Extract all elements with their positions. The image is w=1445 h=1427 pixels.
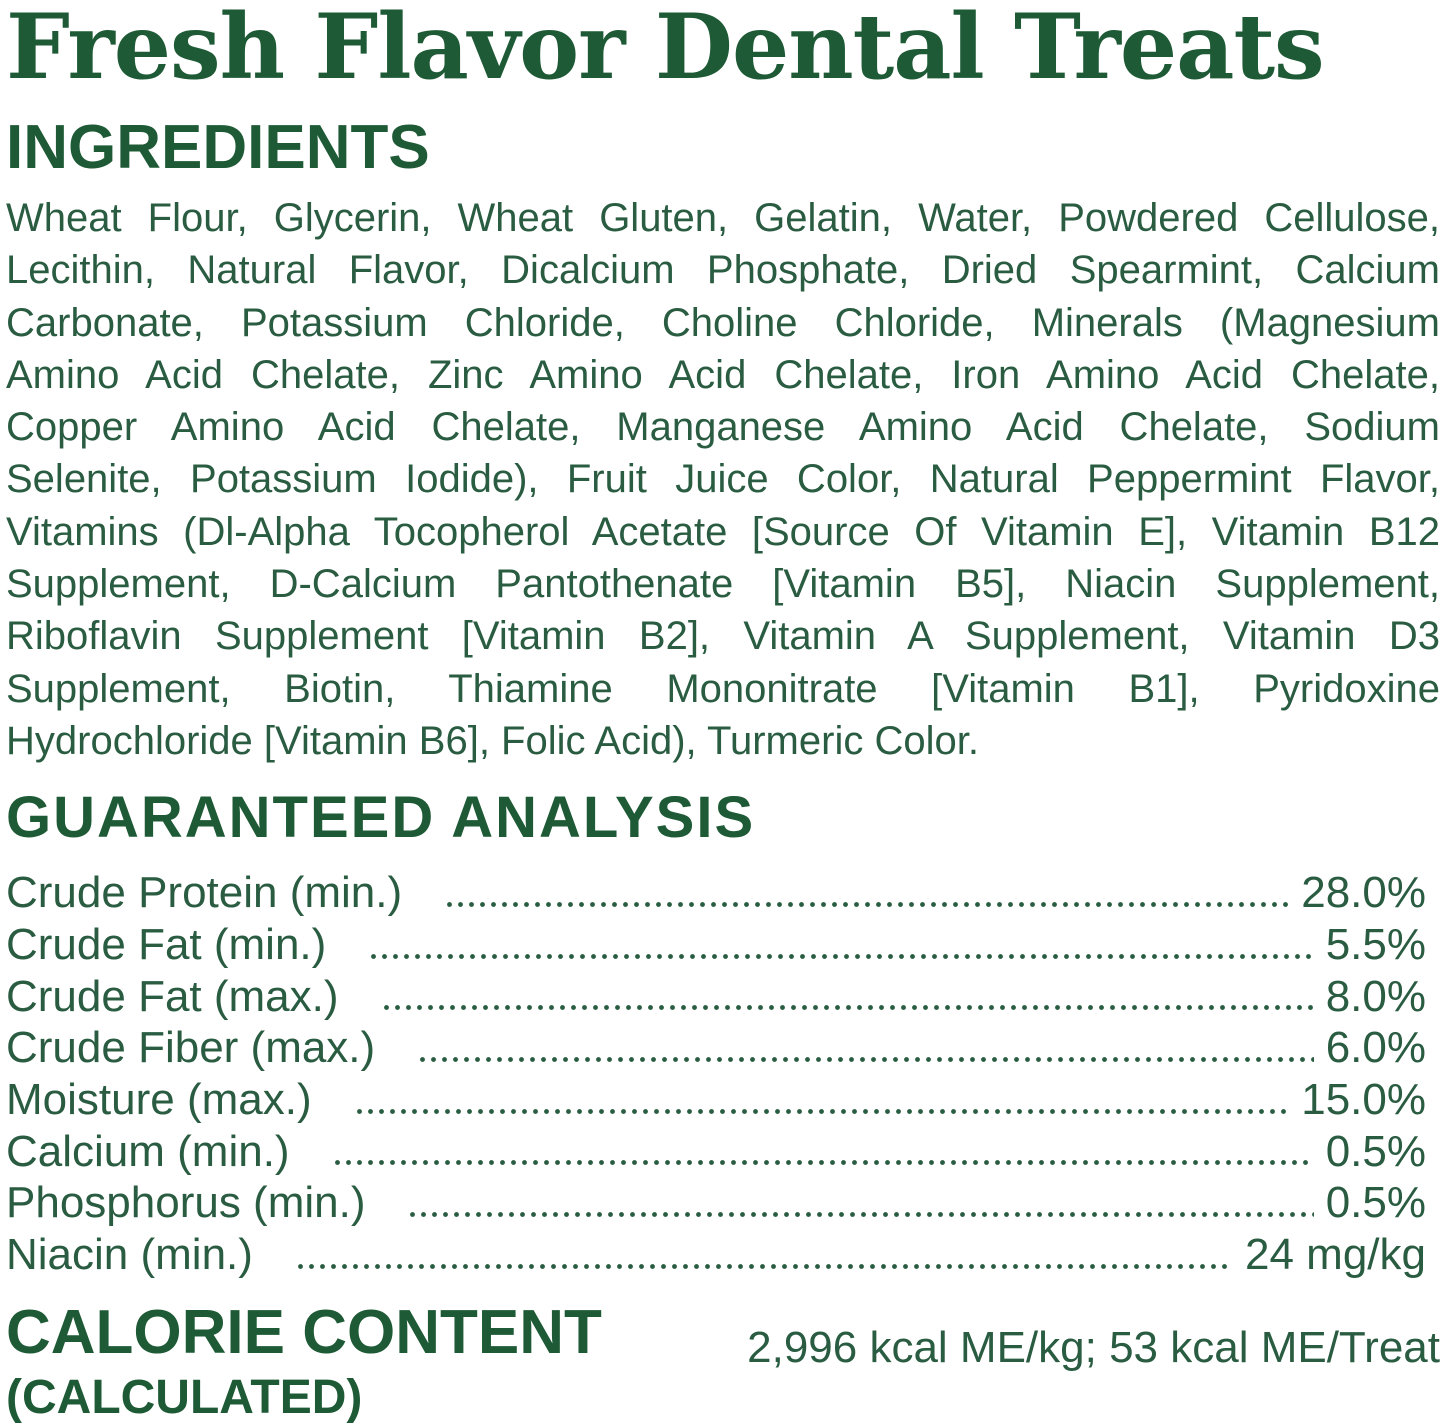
ingredients-line: Selenite, Potassium Iodide), Fruit Juice…: [6, 457, 1440, 502]
guaranteed-analysis-heading: GUARANTEED ANALYSIS: [6, 785, 756, 851]
analysis-label: Calcium (min.): [6, 1126, 290, 1176]
ingredients-heading: INGREDIENTS: [6, 113, 430, 182]
analysis-label: Niacin (min.): [6, 1230, 253, 1280]
dotted-leader: [417, 1057, 1314, 1063]
analysis-value: 0.5%: [1325, 1178, 1426, 1228]
table-row: Crude Fat (min.) 5.5%: [6, 919, 1426, 971]
product-title: Fresh Flavor Dental Treats: [6, 0, 1325, 100]
analysis-value: 24 mg/kg: [1245, 1230, 1426, 1280]
analysis-value: 8.0%: [1325, 971, 1426, 1021]
analysis-label: Crude Fat (min.): [6, 919, 327, 969]
dotted-leader: [444, 901, 1290, 907]
calorie-content-heading: CALORIE CONTENT: [6, 1297, 602, 1367]
analysis-label: Moisture (max.): [6, 1075, 312, 1124]
calorie-calculated-subheading: (CALCULATED): [6, 1370, 363, 1424]
ingredients-line: Vitamins (Dl-Alpha Tocopherol Acetate [S…: [6, 509, 1440, 554]
table-row: Calcium (min.) 0.5%: [6, 1126, 1426, 1178]
ingredients-line: Copper Amino Acid Chelate, Manganese Ami…: [6, 405, 1440, 450]
analysis-value: 5.5%: [1325, 919, 1426, 969]
table-row: Moisture (max.) 15.0%: [6, 1074, 1426, 1126]
ingredients-line: Hydrochloride [Vitamin B6], Folic Acid),…: [6, 718, 979, 763]
dotted-leader: [380, 1005, 1314, 1011]
dotted-leader: [331, 1160, 1314, 1166]
ingredients-paragraph: Wheat Flour, Glycerin, Wheat Gluten, Gel…: [6, 192, 1440, 767]
analysis-label: Crude Fat (max.): [6, 971, 339, 1021]
dotted-leader: [407, 1212, 1314, 1218]
ingredients-line: Carbonate, Potassium Chloride, Choline C…: [6, 300, 1440, 345]
table-row: Niacin (min.) 24 mg/kg: [6, 1229, 1426, 1281]
dotted-leader: [368, 953, 1314, 959]
dotted-leader: [294, 1263, 1234, 1269]
analysis-value: 6.0%: [1325, 1023, 1426, 1073]
ingredients-line: Riboflavin Supplement [Vitamin B2], Vita…: [6, 614, 1440, 659]
ingredients-line: Supplement, Biotin, Thiamine Mononitrate…: [6, 666, 1440, 711]
calorie-content-value: 2,996 kcal ME/kg; 53 kcal ME/Treat: [747, 1322, 1440, 1372]
analysis-label: Crude Fiber (max.): [6, 1023, 376, 1073]
ingredients-line: Supplement, D-Calcium Pantothenate [Vita…: [6, 562, 1440, 607]
ingredients-line: Lecithin, Natural Flavor, Dicalcium Phos…: [6, 248, 1440, 293]
guaranteed-analysis-table: Crude Protein (min.) 28.0% Crude Fat (mi…: [6, 867, 1440, 1281]
calorie-content-headings: CALORIE CONTENT (CALCULATED): [6, 1297, 602, 1424]
analysis-value: 15.0%: [1301, 1075, 1426, 1124]
ingredients-line: Amino Acid Chelate, Zinc Amino Acid Chel…: [6, 352, 1440, 397]
analysis-value: 0.5%: [1325, 1126, 1426, 1176]
table-row: Crude Protein (min.) 28.0%: [6, 867, 1426, 919]
table-row: Crude Fiber (max.) 6.0%: [6, 1022, 1426, 1074]
analysis-label: Crude Protein (min.): [6, 868, 403, 918]
analysis-label: Phosphorus (min.): [6, 1178, 366, 1228]
calorie-content-section: CALORIE CONTENT (CALCULATED) 2,996 kcal …: [6, 1297, 1440, 1424]
dotted-leader: [353, 1108, 1290, 1114]
table-row: Crude Fat (max.) 8.0%: [6, 971, 1426, 1023]
table-row: Phosphorus (min.) 0.5%: [6, 1177, 1426, 1229]
ingredients-line: Wheat Flour, Glycerin, Wheat Gluten, Gel…: [6, 196, 1440, 240]
analysis-value: 28.0%: [1301, 868, 1426, 918]
